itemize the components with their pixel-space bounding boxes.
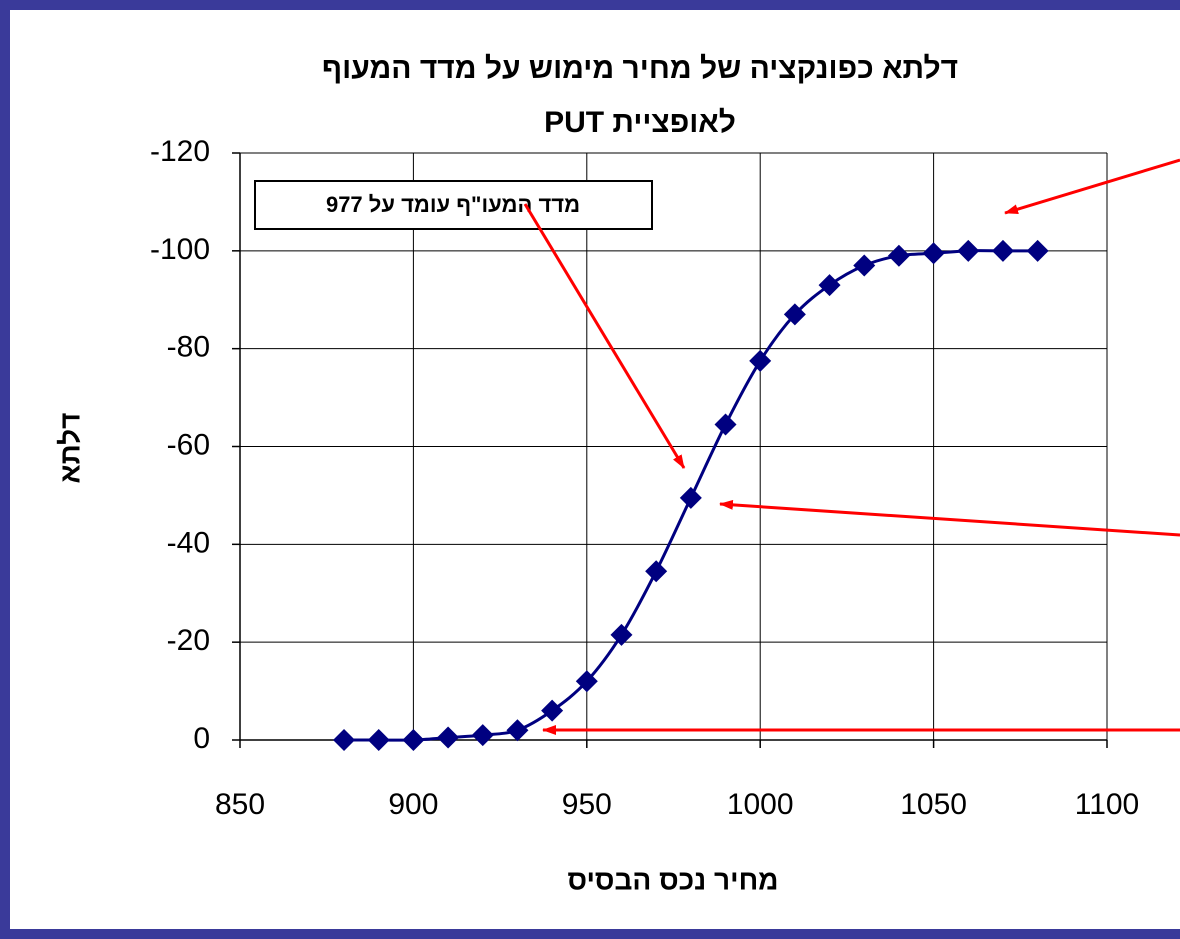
data-point: [957, 239, 980, 262]
x-tick-label: 1000: [727, 788, 794, 821]
x-tick-label: 1100: [1075, 788, 1140, 821]
annotation-text: מדד המעו"ף עומד על 977: [326, 192, 580, 217]
data-point: [333, 729, 356, 751]
chart-title: לאופציית PUT: [544, 106, 736, 139]
data-point: [437, 726, 460, 749]
x-tick-label: 850: [215, 788, 265, 821]
annotation-box: [254, 180, 653, 230]
data-point: [645, 560, 668, 583]
y-tick-label: -60: [167, 428, 210, 461]
data-point: [991, 239, 1014, 262]
y-tick-label: -100: [150, 233, 210, 266]
data-point: [749, 349, 772, 372]
x-tick-label: 950: [562, 788, 612, 821]
data-point: [714, 413, 737, 436]
data-point: [679, 486, 702, 509]
data-point: [575, 670, 598, 693]
plot-area: 0 -20 -40 -60 -80 -100 -120 850 900 950 1000 1050 11…: [150, 135, 1139, 821]
y-tick-label: 0: [193, 722, 210, 755]
data-point: [471, 724, 494, 747]
annotation-arrow: [719, 499, 1180, 537]
y-tick-label: -20: [167, 624, 210, 657]
y-tick-label: -40: [167, 526, 210, 559]
x-axis-label: מחיר נכס הבסיס: [567, 864, 778, 895]
data-point: [922, 242, 945, 265]
annotation-arrow: [1004, 158, 1180, 215]
data-point: [783, 303, 806, 326]
x-tick-label: 900: [388, 788, 438, 821]
data-point: [818, 274, 841, 297]
data-point: [1026, 239, 1049, 262]
slide-background: [10, 10, 1180, 929]
data-point: [541, 699, 564, 722]
data-point: [402, 729, 425, 751]
data-point: [610, 623, 633, 646]
x-tick-label: 1050: [900, 788, 967, 821]
chart-title: דלתא כפונקציה של מחיר מימוש על מדד המעוף: [322, 52, 958, 85]
y-tick-label: -120: [150, 135, 210, 168]
annotation-arrow: [523, 203, 686, 469]
data-point: [887, 244, 910, 267]
y-tick-label: -80: [167, 331, 210, 364]
data-point: [367, 729, 390, 751]
y-axis-label: דלתא: [54, 413, 85, 484]
data-point: [506, 719, 529, 742]
data-point: [853, 254, 876, 277]
